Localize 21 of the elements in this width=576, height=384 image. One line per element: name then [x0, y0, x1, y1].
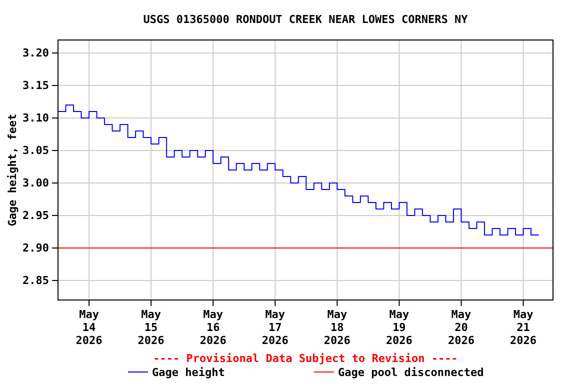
- legend-label: Gage height: [152, 366, 225, 379]
- y-tick-label: 3.15: [22, 79, 49, 92]
- y-tick-label: 3.10: [22, 112, 49, 125]
- x-tick-label: May 19 2026: [386, 308, 413, 347]
- y-tick-label: 2.90: [22, 242, 49, 255]
- text: ---- Provisional Data Subject to Revision ----: [153, 352, 458, 365]
- x-tick-label: May 14 2026: [76, 308, 103, 347]
- x-tick-label: May 17 2026: [262, 308, 289, 347]
- y-tick-label: 3.20: [22, 46, 49, 60]
- chart-title: USGS 01365000 RONDOUT CREEK NEAR LOWES CORNERS NY: [143, 13, 468, 26]
- x-tick-label: May 18 2026: [324, 308, 351, 347]
- x-tick-label: May 21 2026: [510, 308, 537, 347]
- y-tick-label: 2.85: [22, 274, 49, 288]
- x-tick-label: May 15 2026: [138, 308, 165, 347]
- legend-label: Gage pool disconnected: [338, 366, 484, 379]
- x-tick-label: May 16 2026: [200, 308, 227, 347]
- y-axis-title: Gage height, feet: [6, 114, 19, 226]
- x-tick-label: May 20 2026: [448, 308, 475, 347]
- y-tick-label: 2.95: [22, 209, 49, 222]
- y-tick-label: 3.00: [22, 176, 49, 190]
- y-tick-label: 3.05: [22, 144, 49, 158]
